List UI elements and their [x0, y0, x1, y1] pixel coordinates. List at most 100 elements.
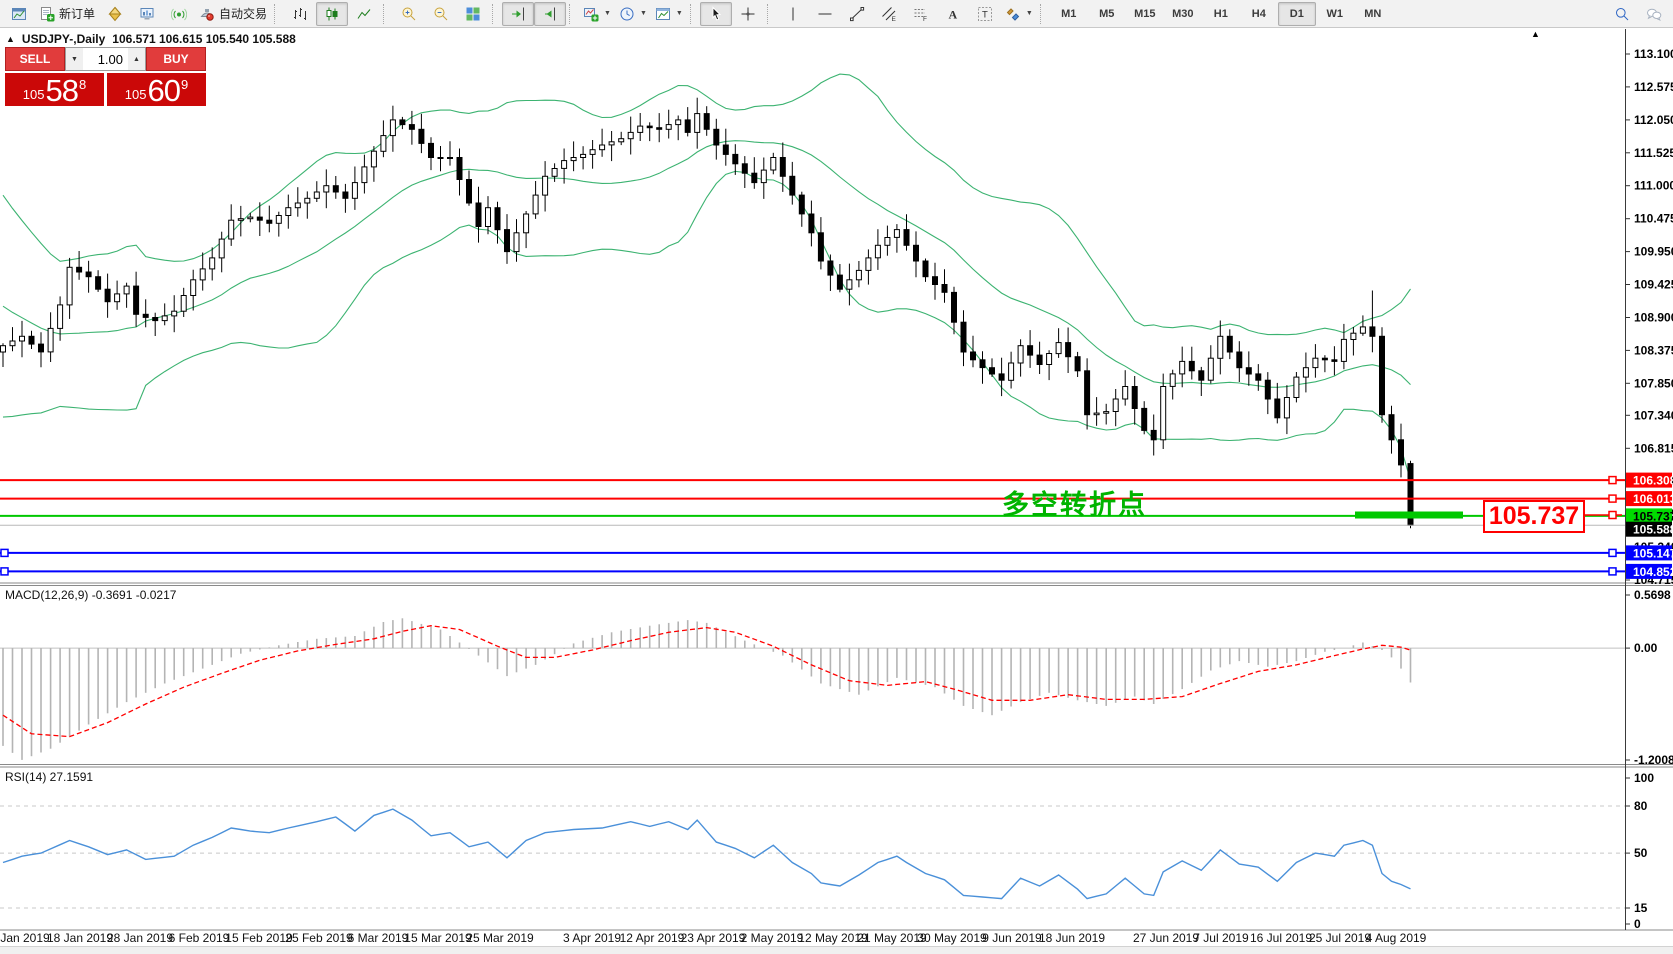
- data-window-button[interactable]: [131, 2, 163, 26]
- period-m1-button[interactable]: M1: [1050, 2, 1088, 26]
- price-tick-label: 111.000: [1634, 179, 1673, 193]
- toolbar-group-grip: [1039, 3, 1046, 24]
- sell-button[interactable]: SELL: [5, 47, 65, 71]
- period-m30-button[interactable]: M30: [1164, 2, 1202, 26]
- buy-button[interactable]: BUY: [146, 47, 206, 71]
- period-w1-button[interactable]: W1: [1316, 2, 1354, 26]
- chevron-down-icon[interactable]: ▼: [1025, 10, 1033, 17]
- zoom-out-button[interactable]: [425, 2, 457, 26]
- chevron-down-icon[interactable]: ▼: [639, 10, 647, 17]
- toolbar-group-grip: [689, 3, 696, 24]
- date-tick-label: 3 Apr 2019: [563, 931, 621, 945]
- svg-text:105.737: 105.737: [1633, 509, 1673, 523]
- period-m15-button[interactable]: M15: [1126, 2, 1164, 26]
- price-callout-label[interactable]: 105.737: [1483, 500, 1585, 533]
- toolbar-group-grip: [383, 3, 389, 24]
- macd-indicator-label: MACD(12,26,9) -0.3691 -0.0217: [5, 588, 177, 602]
- chevron-down-icon[interactable]: ▼: [604, 10, 611, 17]
- line-handle[interactable]: [0, 567, 9, 576]
- equidistant-channel-button[interactable]: E: [873, 2, 905, 26]
- svg-text:F: F: [923, 16, 927, 22]
- period-h1-button[interactable]: H1: [1202, 2, 1240, 26]
- date-tick-label: 30 May 2019: [917, 931, 987, 945]
- line-handle[interactable]: [1608, 567, 1617, 576]
- date-tick-label: 28 Jan 2019: [107, 931, 173, 945]
- period-d1-button[interactable]: D1: [1277, 1, 1316, 26]
- green-highlight-bar[interactable]: [1355, 511, 1463, 519]
- tile-windows-button[interactable]: [457, 2, 489, 26]
- ask-prefix: 105: [124, 87, 147, 102]
- price-tick-label: 110.475: [1634, 212, 1673, 226]
- market-watch-button[interactable]: [99, 2, 131, 26]
- chart-shift-button[interactable]: [534, 1, 567, 26]
- search-button[interactable]: [1606, 2, 1638, 26]
- date-tick-label: 12 Apr 2019: [620, 931, 685, 945]
- zoom-in-button[interactable]: [393, 2, 425, 26]
- trendline-button[interactable]: [841, 2, 873, 26]
- line-chart-button[interactable]: [348, 2, 380, 26]
- date-tick-label: 15 Feb 2019: [225, 931, 293, 945]
- bollinger-middle-band: [2, 140, 1411, 388]
- arrows-button[interactable]: ▼: [1001, 2, 1037, 26]
- templates-button[interactable]: ▼: [651, 2, 687, 26]
- volume-input[interactable]: [83, 48, 128, 70]
- chevron-down-icon[interactable]: ▼: [675, 10, 683, 17]
- volume-stepper: ▼ ▲: [65, 47, 146, 71]
- bar-chart-button[interactable]: [284, 2, 316, 26]
- app-icon[interactable]: [3, 2, 35, 26]
- date-tick-label: 7 Jul 2019: [1193, 931, 1249, 945]
- vertical-line-button[interactable]: [777, 2, 809, 26]
- svg-text:A: A: [948, 7, 957, 21]
- fibonacci-button[interactable]: F: [905, 2, 937, 26]
- macd-tick-label: 0.00: [1634, 641, 1658, 655]
- signals-button[interactable]: [163, 2, 195, 26]
- period-mn-button[interactable]: MN: [1354, 2, 1392, 26]
- new-order-button[interactable]: 新订单: [35, 2, 99, 26]
- period-w1-button-label: W1: [1326, 7, 1344, 20]
- svg-text:E: E: [891, 16, 896, 22]
- line-handle[interactable]: [1608, 548, 1617, 558]
- callout-handle[interactable]: [1608, 510, 1617, 520]
- svg-text:T: T: [982, 9, 988, 20]
- indicators-list-button[interactable]: ▼: [579, 2, 615, 26]
- ask-price-tile[interactable]: 105 60 9: [107, 73, 206, 106]
- date-tick-label: 6 Feb 2019: [169, 931, 230, 945]
- volume-increase-button[interactable]: ▲: [128, 48, 145, 70]
- date-tick-label: 18 Jun 2019: [1039, 931, 1105, 945]
- crosshair-button[interactable]: [732, 2, 764, 26]
- date-tick-label: 23 Apr 2019: [681, 931, 746, 945]
- bid-big-digits: 58: [45, 73, 78, 108]
- macd-tick-label: 0.5698: [1634, 588, 1671, 602]
- date-tick-label: 9 Jun 2019: [982, 931, 1042, 945]
- symbol-period-label: USDJPY-,Daily: [21, 32, 106, 46]
- period-d1-button-label: D1: [1289, 7, 1304, 20]
- scroll-to-end-icon[interactable]: ▲: [1531, 29, 1540, 39]
- volume-decrease-button[interactable]: ▼: [66, 48, 83, 70]
- cursor-button[interactable]: [699, 1, 732, 26]
- price-marker-badge: [1626, 545, 1672, 561]
- price-tick-label: 109.425: [1634, 278, 1673, 292]
- text-label-button[interactable]: T: [969, 2, 1001, 26]
- chart-annotation-text[interactable]: 多空转折点: [1002, 490, 1147, 520]
- bid-price-tile[interactable]: 105 58 8: [5, 73, 104, 106]
- bid-prefix: 105: [22, 87, 45, 102]
- auto-trading-button[interactable]: 自动交易: [195, 2, 271, 26]
- collapse-icon[interactable]: ▲: [6, 34, 15, 44]
- period-h4-button[interactable]: H4: [1240, 2, 1278, 26]
- period-h1-button-label: H1: [1213, 7, 1228, 20]
- line-handle[interactable]: [1608, 494, 1617, 503]
- line-handle[interactable]: [0, 548, 9, 558]
- line-handle[interactable]: [1608, 475, 1617, 485]
- community-button[interactable]: [1638, 2, 1670, 26]
- text-button[interactable]: A: [937, 2, 969, 26]
- date-tick-label: 25 Feb 2019: [285, 931, 353, 945]
- candlestick-chart-button[interactable]: [316, 1, 349, 26]
- period-m5-button[interactable]: M5: [1088, 2, 1126, 26]
- auto-scroll-button[interactable]: [502, 1, 535, 26]
- rsi-tick-label: 50: [1634, 846, 1648, 860]
- horizontal-line-button[interactable]: [809, 2, 841, 26]
- periods-button[interactable]: ▼: [615, 2, 651, 26]
- period-m5-button-label: M5: [1099, 7, 1115, 20]
